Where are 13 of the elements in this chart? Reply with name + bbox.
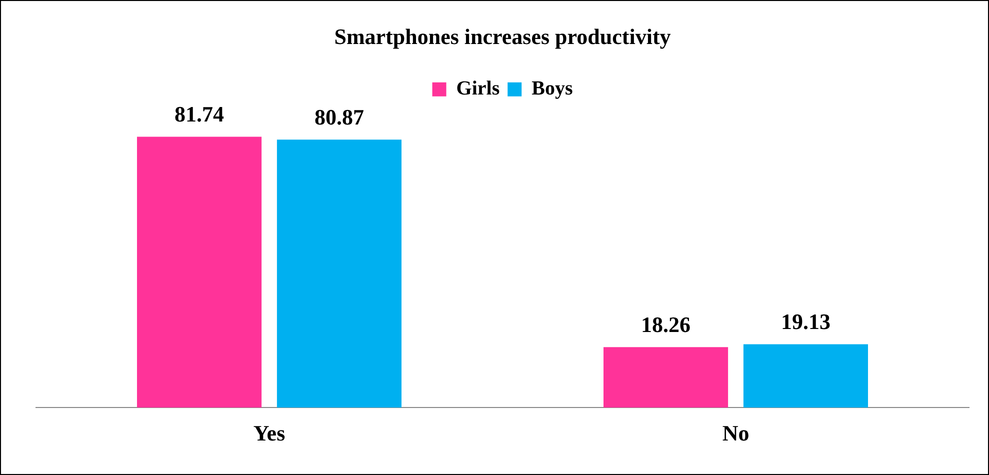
x-tick-label: Yes bbox=[253, 420, 286, 446]
data-label: 18.26 bbox=[641, 312, 691, 337]
data-label: 19.13 bbox=[780, 308, 830, 334]
chart-title: Smartphones increases productivity bbox=[334, 24, 671, 49]
bar bbox=[276, 140, 402, 408]
bar bbox=[743, 344, 868, 408]
bar bbox=[603, 347, 728, 408]
x-tick-label: No bbox=[722, 420, 750, 446]
data-label: 80.87 bbox=[314, 104, 364, 130]
legend-label: Boys bbox=[532, 78, 573, 100]
data-label: 81.74 bbox=[174, 101, 224, 126]
bar bbox=[137, 136, 262, 408]
legend-label: Girls bbox=[456, 78, 500, 100]
